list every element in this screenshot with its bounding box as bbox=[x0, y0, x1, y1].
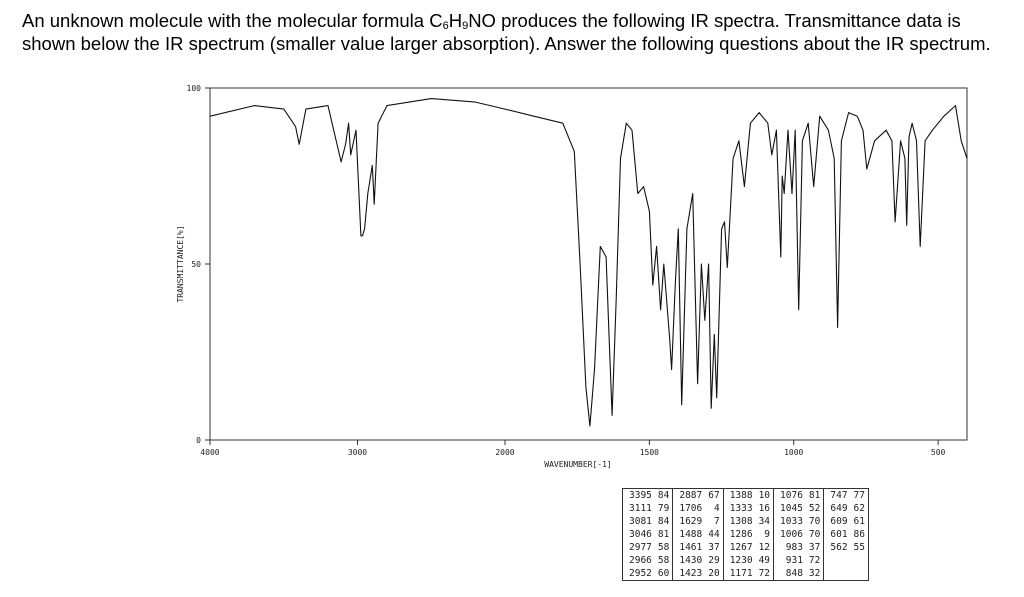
transmittance: 32 bbox=[808, 568, 821, 579]
wavenumber: 1388 bbox=[722, 488, 756, 502]
x-tick-label: 2000 bbox=[495, 448, 514, 457]
transmittance: 34 bbox=[758, 516, 771, 527]
transmittance: 58 bbox=[657, 542, 670, 553]
transmittance: 84 bbox=[657, 490, 670, 501]
y-tick-label: 100 bbox=[187, 84, 202, 93]
transmittance: 77 bbox=[850, 488, 869, 502]
wavenumber: 1045 bbox=[773, 502, 806, 515]
wavenumber bbox=[823, 567, 851, 581]
transmittance: 16 bbox=[758, 503, 771, 514]
transmittance bbox=[850, 554, 869, 567]
peak-row: 3081 84 1629 7 1308 34 1033 70 609 61 bbox=[621, 515, 869, 528]
transmittance: 7 bbox=[713, 516, 720, 527]
transmittance: 37 bbox=[808, 542, 821, 553]
transmittance: 58 bbox=[657, 555, 670, 566]
transmittance: 86 bbox=[850, 528, 869, 541]
wavenumber: 649 bbox=[823, 502, 851, 515]
wavenumber: 1308 bbox=[722, 515, 756, 528]
transmittance: 20 bbox=[708, 568, 720, 579]
x-tick-label: 500 bbox=[931, 448, 946, 457]
wavenumber: 983 bbox=[773, 541, 806, 554]
subscript: 9 bbox=[462, 20, 469, 32]
y-axis-label: TRANSMITTANCE[%] bbox=[176, 225, 185, 302]
wavenumber: 2887 bbox=[672, 488, 706, 502]
y-tick-label: 50 bbox=[191, 260, 201, 269]
x-tick-label: 4000 bbox=[200, 448, 219, 457]
transmittance: 55 bbox=[850, 541, 869, 554]
transmittance: 81 bbox=[808, 490, 821, 501]
wavenumber: 1629 bbox=[672, 515, 706, 528]
wavenumber: 2952 bbox=[621, 567, 655, 581]
wavenumber: 1286 bbox=[722, 528, 756, 541]
wavenumber: 609 bbox=[823, 515, 851, 528]
x-tick-label: 1000 bbox=[784, 448, 803, 457]
transmittance: 70 bbox=[808, 529, 821, 540]
question-text: An unknown molecule with the molecular f… bbox=[22, 10, 997, 55]
wavenumber: 1488 bbox=[672, 528, 706, 541]
peak-row: 2966 58 1430 29 1230 49 931 72 bbox=[621, 554, 869, 567]
x-tick-label: 3000 bbox=[348, 448, 367, 457]
wavenumber: 848 bbox=[773, 567, 806, 581]
x-tick-label: 1500 bbox=[640, 448, 659, 457]
transmittance: 81 bbox=[657, 529, 670, 540]
wavenumber: 601 bbox=[823, 528, 851, 541]
spectrum-line bbox=[209, 98, 968, 427]
wavenumber: 2977 bbox=[621, 541, 655, 554]
transmittance: 72 bbox=[758, 568, 771, 579]
wavenumber: 1076 bbox=[773, 488, 806, 502]
plot-frame bbox=[209, 87, 968, 441]
transmittance bbox=[850, 567, 869, 581]
wavenumber: 1230 bbox=[722, 554, 756, 567]
peak-row: 2977 58 1461 37 1267 12 983 37 562 55 bbox=[621, 541, 869, 554]
transmittance: 72 bbox=[808, 555, 821, 566]
transmittance: 52 bbox=[808, 503, 821, 514]
wavenumber: 1430 bbox=[672, 554, 706, 567]
wavenumber bbox=[823, 554, 851, 567]
wavenumber: 3081 bbox=[621, 515, 655, 528]
question-part: NO produces the following IR spectra. Tr… bbox=[22, 10, 991, 54]
wavenumber: 931 bbox=[773, 554, 806, 567]
peak-table: 3395 84 2887 67 1388 10 1076 81 747 77 3111 79 1706 4… bbox=[621, 488, 869, 581]
transmittance: 79 bbox=[657, 503, 670, 514]
wavenumber: 1006 bbox=[773, 528, 806, 541]
transmittance: 60 bbox=[657, 568, 670, 579]
wavenumber: 1706 bbox=[672, 502, 706, 515]
question-part: An unknown molecule with the molecular f… bbox=[22, 10, 443, 31]
wavenumber: 1033 bbox=[773, 515, 806, 528]
wavenumber: 747 bbox=[823, 488, 851, 502]
transmittance: 49 bbox=[758, 555, 771, 566]
wavenumber: 3111 bbox=[621, 502, 655, 515]
transmittance: 84 bbox=[657, 516, 670, 527]
peak-row: 3111 79 1706 4 1333 16 1045 52 649 62 bbox=[621, 502, 869, 515]
transmittance: 12 bbox=[758, 542, 771, 553]
wavenumber: 3046 bbox=[621, 528, 655, 541]
wavenumber: 1461 bbox=[672, 541, 706, 554]
x-axis-label: WAVENUMBER[-1] bbox=[544, 460, 611, 469]
transmittance: 4 bbox=[713, 503, 720, 514]
transmittance: 61 bbox=[850, 515, 869, 528]
transmittance: 44 bbox=[708, 529, 720, 540]
peak-row: 2952 60 1423 20 1171 72 848 32 bbox=[621, 567, 869, 581]
wavenumber: 3395 bbox=[621, 488, 655, 502]
wavenumber: 2966 bbox=[621, 554, 655, 567]
subscript: 6 bbox=[442, 20, 449, 32]
wavenumber: 562 bbox=[823, 541, 851, 554]
transmittance: 10 bbox=[758, 490, 771, 501]
transmittance: 67 bbox=[708, 490, 720, 501]
wavenumber: 1171 bbox=[722, 567, 756, 581]
y-tick-label: 0 bbox=[196, 436, 201, 445]
wavenumber: 1267 bbox=[722, 541, 756, 554]
question-part: H bbox=[448, 10, 463, 31]
transmittance: 70 bbox=[808, 516, 821, 527]
transmittance: 62 bbox=[850, 502, 869, 515]
ir-spectrum: TRANSMITTANCE[%] WAVENUMBER[-1] 0 50 100 40… bbox=[176, 84, 968, 469]
wavenumber: 1423 bbox=[672, 567, 706, 581]
peak-row: 3395 84 2887 67 1388 10 1076 81 747 77 bbox=[621, 488, 869, 502]
transmittance: 9 bbox=[764, 529, 771, 540]
transmittance: 37 bbox=[708, 542, 720, 553]
wavenumber: 1333 bbox=[722, 502, 756, 515]
peak-row: 3046 81 1488 44 1286 9 1006 70 601 86 bbox=[621, 528, 869, 541]
transmittance: 29 bbox=[708, 555, 720, 566]
